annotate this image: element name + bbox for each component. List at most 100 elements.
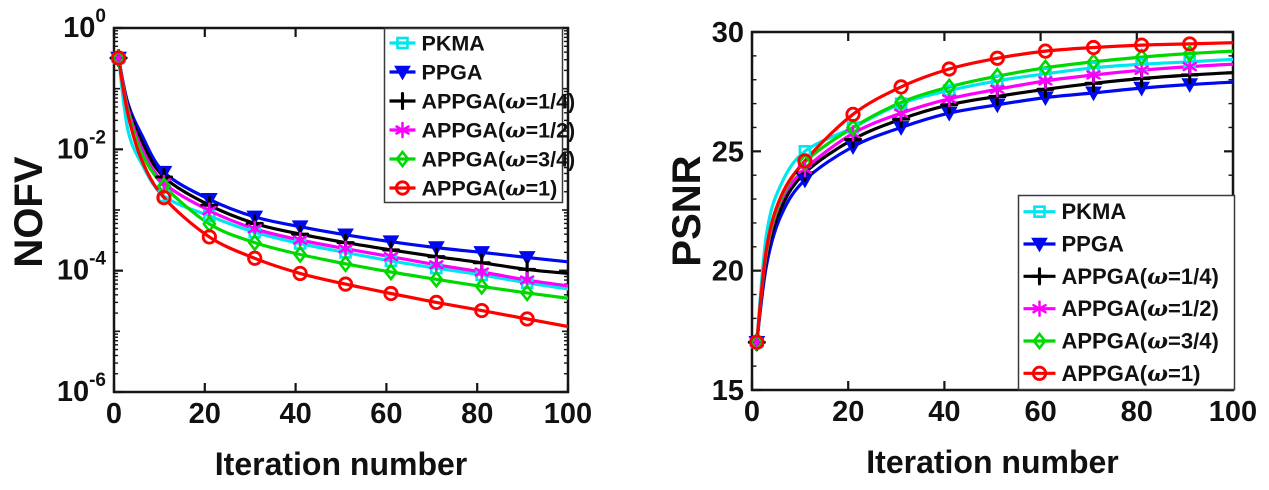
x-tick-label: 20 — [189, 398, 221, 430]
legend-marker-sample — [1031, 237, 1048, 253]
series-4-line — [116, 56, 568, 300]
series-5-marker — [247, 250, 263, 266]
series-1-marker — [518, 251, 536, 266]
series-4-marker — [156, 176, 172, 195]
series-3-marker — [429, 256, 444, 274]
series-4-marker — [942, 77, 957, 96]
legend: PKMA PPGA APPGA(ω=1/4) APPGA(ω=1/2) APPGA(ω=… — [1017, 194, 1236, 391]
series-4-marker — [338, 254, 353, 273]
series-4-marker — [519, 283, 535, 303]
series-4-marker — [845, 118, 861, 137]
legend-item-1: PPGA — [389, 61, 483, 85]
legend-label: PKMA — [422, 32, 485, 56]
y-tick-label: 10-6 — [57, 370, 106, 408]
series-5-marker — [201, 229, 217, 245]
legend-item-3: APPGA(ω=1/2) — [1023, 296, 1219, 322]
series-3-marker — [292, 231, 308, 249]
series-5-marker — [156, 190, 172, 206]
y-tick-label: 10-4 — [57, 249, 107, 287]
series-5-marker — [474, 302, 490, 319]
y-tick-label: 10-2 — [57, 127, 106, 165]
series-4-marker — [429, 270, 444, 289]
legend-label: APPGA(ω=1) — [422, 177, 558, 202]
series-markers — [109, 48, 537, 327]
series-5-marker — [110, 50, 127, 66]
legend-label: APPGA(ω=1/4) — [1062, 264, 1219, 290]
x-tick-label: 60 — [1024, 396, 1056, 428]
series-4-marker — [1086, 52, 1101, 71]
y-tick-label: 100 — [63, 6, 106, 44]
y-axis-label: PSNR — [665, 155, 709, 266]
x-tick-label: 0 — [744, 396, 760, 428]
legend-label: PPGA — [1062, 232, 1124, 257]
series-5-marker — [1182, 36, 1198, 52]
legend-item-3: APPGA(ω=1/2) — [389, 119, 576, 144]
legend-item-1: PPGA — [1023, 232, 1124, 257]
legend-item-4: APPGA(ω=3/4) — [1023, 329, 1219, 355]
nofv-chart: 0 20 40 60 80 100 100 10-2 10-4 10-6 Iteration num… — [7, 6, 592, 482]
series-markers — [747, 36, 1199, 352]
series-4-marker — [383, 262, 399, 282]
legend-label: APPGA(ω=3/4) — [422, 148, 576, 173]
series-5-marker — [1037, 43, 1054, 59]
legend: PKMA PPGA APPGA(ω=1/4) APPGA(ω=1/2) APPGA(ω=… — [383, 27, 576, 204]
x-axis-label: Iteration number — [215, 446, 467, 482]
series-5-line — [116, 56, 568, 329]
legend-label: APPGA(ω=1) — [1062, 361, 1201, 387]
y-tick-label: 15 — [712, 375, 744, 407]
legend-label: APPGA(ω=1/2) — [422, 119, 576, 144]
x-tick-label: 40 — [928, 396, 960, 428]
series-1-marker — [473, 246, 491, 261]
series-5-marker — [749, 334, 765, 350]
series-4-marker — [893, 93, 909, 112]
series-4-marker — [474, 277, 489, 296]
series-4-marker — [1038, 58, 1053, 77]
axis-tick-labels: 0 20 40 60 80 100 100 10-2 10-4 10-6 — [57, 6, 592, 430]
x-tick-label: 100 — [544, 398, 592, 430]
legend-label: APPGA(ω=1/4) — [422, 90, 576, 115]
legend-marker-sample — [1032, 331, 1047, 351]
legend-marker-sample — [394, 180, 411, 196]
y-tick-label: 25 — [712, 136, 744, 168]
series-5-line — [755, 41, 1233, 344]
legend-marker-sample — [396, 36, 409, 50]
series-5-marker — [428, 294, 444, 310]
legend-item-4: APPGA(ω=3/4) — [389, 148, 576, 173]
series-5-marker — [292, 265, 308, 282]
series-4-marker — [1134, 47, 1149, 67]
series-4-marker — [247, 233, 262, 252]
series-3-marker — [474, 263, 489, 281]
series-5-marker — [519, 311, 535, 327]
x-tick-label: 80 — [461, 398, 493, 430]
legend-item-5: APPGA(ω=1) — [1023, 361, 1201, 387]
series-5-marker — [1134, 37, 1150, 53]
y-axis-label: NOFV — [7, 156, 51, 267]
legend-label: PPGA — [422, 61, 483, 85]
x-tick-label: 80 — [1121, 396, 1153, 428]
series-3-marker — [383, 248, 399, 265]
legend-box — [383, 27, 564, 204]
series-5-marker — [941, 61, 957, 77]
axis-tick-labels: 0 20 40 60 80 100 15 20 25 30 — [712, 17, 1257, 428]
x-tick-label: 20 — [832, 396, 864, 428]
series-5-marker — [337, 276, 354, 292]
x-tick-label: 40 — [279, 398, 311, 430]
psnr-chart: 0 20 40 60 80 100 15 20 25 30 Iteration number PSNR… — [665, 17, 1257, 480]
series-5-marker — [893, 79, 909, 95]
series-5-marker — [383, 285, 399, 302]
series-5-marker — [797, 153, 813, 169]
legend-marker-sample — [1031, 365, 1048, 381]
series-4-marker — [990, 67, 1005, 86]
series-4-marker — [797, 152, 813, 172]
series-3-marker — [338, 240, 353, 257]
series-5-marker — [845, 106, 861, 122]
legend-item-5: APPGA(ω=1) — [389, 177, 558, 202]
x-tick-label: 60 — [370, 398, 402, 430]
legend-item-0: PKMA — [1023, 199, 1126, 224]
legend-item-2: APPGA(ω=1/4) — [1023, 264, 1219, 290]
legend-marker-sample — [395, 149, 410, 169]
legend-label: APPGA(ω=1/2) — [1062, 296, 1219, 322]
series-3-marker — [247, 220, 262, 238]
